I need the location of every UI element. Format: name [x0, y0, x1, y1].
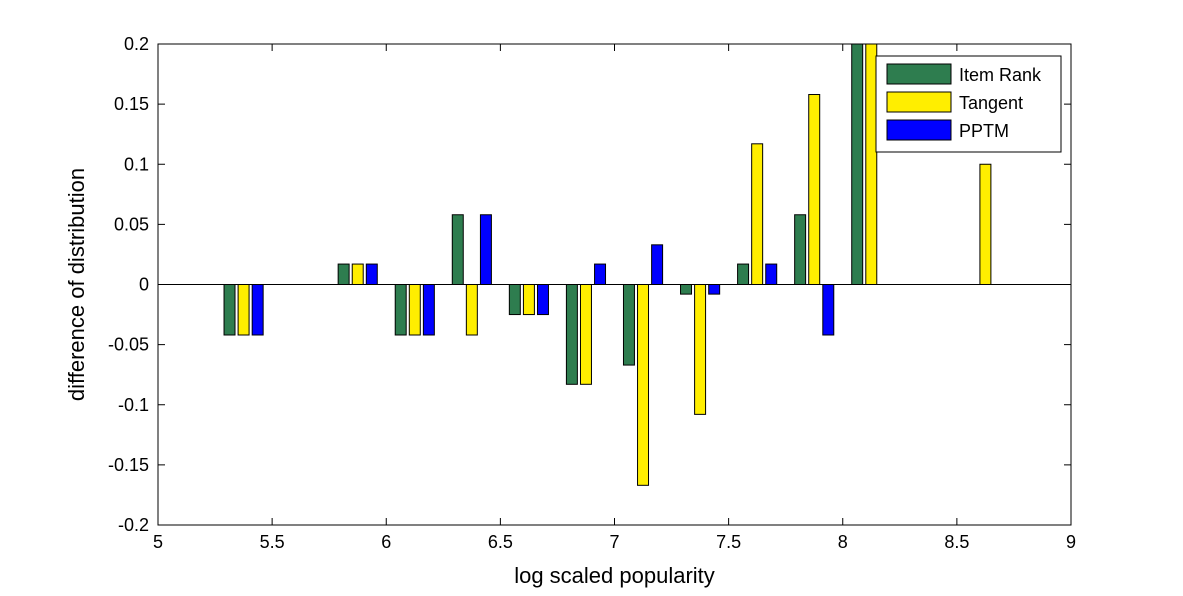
y-tick-label: -0.05	[108, 335, 149, 355]
bar-item-rank-1	[337, 263, 350, 285]
y-tick-label: -0.1	[118, 395, 149, 415]
y-tick-label: -0.15	[108, 455, 149, 475]
bar-item-rank-0	[223, 284, 236, 336]
x-tick-label: 7.5	[716, 532, 741, 552]
bar-item-rank-5	[565, 284, 578, 385]
bar-tangent-1	[351, 263, 364, 285]
y-tick-label: 0.15	[114, 94, 149, 114]
x-tick-label: 9	[1066, 532, 1076, 552]
legend-label: Item Rank	[959, 65, 1042, 85]
bar-pptm-1	[365, 263, 378, 285]
y-axis-title: difference of distribution	[64, 168, 89, 401]
x-tick-label: 6	[381, 532, 391, 552]
x-tick-label: 8.5	[944, 532, 969, 552]
x-tick-label: 8	[838, 532, 848, 552]
bar-item-rank-3	[451, 214, 464, 285]
y-tick-label: 0.2	[124, 34, 149, 54]
bar-item-rank-9	[794, 214, 807, 285]
bar-item-rank-6	[622, 284, 635, 366]
bar-tangent-5	[579, 284, 592, 385]
y-tick-label: 0.1	[124, 154, 149, 174]
bar-item-rank-10	[851, 43, 864, 285]
ticks-layer: 5 5.5 6 6.5 7 7.5 8 8.5 9 0.2 0.15 0.1 0.05 0 -0.05 -0.…	[108, 34, 1076, 552]
bar-tangent-11	[979, 163, 992, 285]
x-tick-label: 5	[153, 532, 163, 552]
x-tick-label: 5.5	[260, 532, 285, 552]
bar-item-rank-4	[508, 284, 521, 316]
x-tick-label: 7	[609, 532, 619, 552]
bar-item-rank-8	[737, 263, 750, 285]
x-tick-label: 6.5	[488, 532, 513, 552]
bar-tangent-3	[465, 284, 478, 336]
legend-label: PPTM	[959, 121, 1009, 141]
bar-tangent-9	[808, 94, 821, 286]
bar-tangent-4	[522, 284, 535, 316]
bar-pptm-4	[536, 284, 549, 316]
bar-item-rank-2	[394, 284, 407, 336]
y-tick-label: -0.2	[118, 515, 149, 535]
y-tick-label: 0	[139, 275, 149, 295]
bar-pptm-2	[422, 284, 435, 336]
bar-tangent-7	[694, 284, 707, 415]
bar-pptm-7	[708, 284, 721, 295]
bar-tangent-6	[637, 284, 650, 486]
bar-tangent-8	[751, 143, 764, 285]
bar-pptm-6	[651, 244, 664, 286]
legend-label: Tangent	[959, 93, 1023, 113]
x-axis-title: log scaled popularity	[514, 563, 715, 588]
bar-tangent-10	[865, 43, 878, 285]
bar-pptm-5	[594, 263, 607, 285]
y-tick-label: 0.05	[114, 214, 149, 234]
bar-tangent-0	[237, 284, 250, 336]
bar-tangent-2	[408, 284, 421, 336]
bar-pptm-8	[765, 263, 778, 285]
legend-swatch-item-rank	[886, 63, 952, 85]
bar-pptm-3	[479, 214, 492, 285]
bar-item-rank-7	[680, 284, 693, 295]
legend-swatch-tangent	[886, 91, 952, 113]
bar-pptm-9	[822, 284, 835, 336]
legend: Item Rank Tangent PPTM	[875, 55, 1062, 153]
bar-pptm-0	[251, 284, 264, 336]
legend-swatch-pptm	[886, 119, 952, 141]
